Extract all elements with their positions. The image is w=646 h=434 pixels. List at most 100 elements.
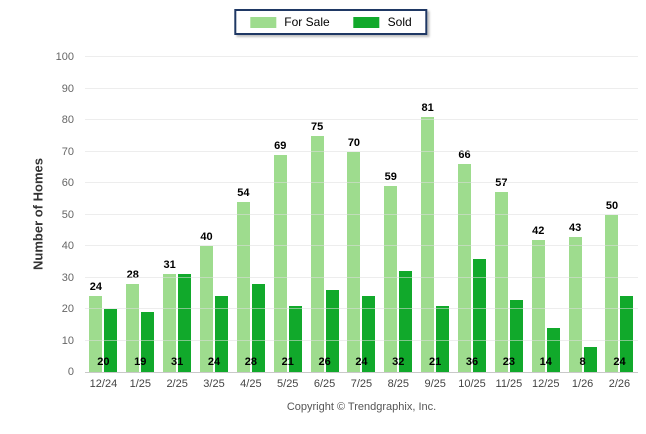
for-sale-bar <box>531 239 545 372</box>
sold-bar <box>509 299 523 372</box>
sold-bar <box>251 283 265 372</box>
for-sale-bar <box>384 186 398 372</box>
sold-legend-label: Sold <box>387 15 412 29</box>
for-sale-value-label: 70 <box>347 136 361 149</box>
gridline <box>85 87 638 89</box>
for-sale-bar <box>236 201 250 372</box>
for-sale-value-label: 59 <box>384 171 397 184</box>
gridline <box>85 150 638 152</box>
category-group: 59 32 <box>380 57 417 372</box>
y-tick-label: 30 <box>61 271 74 284</box>
category-group: 75 26 <box>306 57 343 372</box>
for-sale-value-label: 50 <box>605 199 619 212</box>
bar-pair: 66 36 <box>458 57 487 372</box>
category-group: 81 21 <box>417 57 454 372</box>
sold-bar <box>620 296 634 372</box>
bar-pair: 50 24 <box>605 57 634 372</box>
for-sale-bar <box>605 214 619 372</box>
sold-value-label: 8 <box>579 356 586 368</box>
x-tick-label: 2/25 <box>166 378 188 390</box>
bar-pair: 75 26 <box>310 57 339 372</box>
sold-bar <box>436 305 450 372</box>
for-sale-value-label: 81 <box>421 101 434 114</box>
category-group: 28 19 <box>122 57 159 372</box>
sold-bar <box>104 309 118 372</box>
for-sale-value-label: 40 <box>200 231 213 243</box>
x-tick-label: 12/25 <box>531 378 560 390</box>
legend: For Sale Sold <box>234 9 428 35</box>
y-tick-label: 0 <box>67 366 74 378</box>
sold-value-label: 24 <box>207 356 221 368</box>
gridline <box>85 339 638 341</box>
sold-bar <box>178 274 192 372</box>
category-group: 70 24 <box>343 57 380 372</box>
sold-bar <box>546 327 560 372</box>
sold-value-label: 21 <box>429 356 442 368</box>
for-sale-value-label: 28 <box>126 268 139 281</box>
x-tick-label: 1/25 <box>129 378 151 390</box>
for-sale-bar <box>126 283 140 372</box>
plot-area: 24 20 28 19 31 31 40 24 54 28 69 21 75 26 70 24 59 32 81 21… <box>85 56 638 373</box>
sold-value-label: 28 <box>244 356 257 368</box>
gridline <box>85 182 638 183</box>
sold-value-label: 20 <box>97 356 110 368</box>
bars-container: 24 20 28 19 31 31 40 24 54 28 69 21 75 26 70 24 59 32 81 21… <box>85 57 638 372</box>
y-axis-ticks: 0 10 20 30 40 50 60 70 80 90 100 <box>0 51 78 378</box>
sold-value-label: 24 <box>613 356 626 368</box>
for-sale-value-label: 43 <box>568 221 582 234</box>
sold-value-label: 32 <box>392 356 405 368</box>
for-sale-bar <box>310 135 324 372</box>
sold-value-label: 26 <box>318 356 331 368</box>
x-tick-label: 11/25 <box>495 378 523 390</box>
sold-bar <box>141 312 155 372</box>
for-sale-value-label: 42 <box>532 224 545 237</box>
for-sale-bar <box>568 236 582 372</box>
sold-value-label: 23 <box>502 356 515 368</box>
x-axis-ticks: 12/24 1/25 2/25 3/25 4/25 5/25 6/25 7/25 8/25 9/2… <box>85 378 638 390</box>
sold-bar <box>399 271 413 372</box>
gridline <box>85 245 638 246</box>
for-sale-value-label: 75 <box>310 120 324 133</box>
x-tick-label: 2/26 <box>608 378 631 390</box>
gridline <box>85 213 638 215</box>
bar-pair: 40 24 <box>200 57 228 372</box>
sold-bar <box>473 258 487 372</box>
for-sale-value-label: 24 <box>89 281 103 294</box>
x-tick-label: 12/24 <box>89 378 118 390</box>
sold-value-label: 19 <box>134 356 147 368</box>
sold-value-label: 14 <box>539 356 552 368</box>
bar-pair: 70 24 <box>347 57 376 372</box>
category-group: 50 24 <box>601 57 638 372</box>
y-tick-label: 40 <box>61 240 74 252</box>
sold-bar <box>583 346 597 372</box>
y-tick-label: 90 <box>61 82 74 95</box>
gridline <box>85 308 638 309</box>
category-group: 66 36 <box>454 57 491 372</box>
bar-pair: 59 32 <box>384 57 413 372</box>
for-sale-bar <box>89 296 103 372</box>
bar-pair: 42 14 <box>531 57 560 372</box>
bar-pair: 57 23 <box>494 57 523 372</box>
y-tick-label: 60 <box>61 177 74 189</box>
y-tick-label: 80 <box>61 114 74 126</box>
bar-pair: 54 28 <box>236 57 265 372</box>
copyright-text: Copyright © Trendgraphix, Inc. <box>286 401 437 413</box>
x-tick-label: 3/25 <box>203 378 225 390</box>
bar-pair: 28 19 <box>126 57 155 372</box>
sold-value-label: 36 <box>465 356 479 368</box>
y-tick-label: 10 <box>61 334 74 347</box>
for-sale-swatch <box>250 16 277 28</box>
category-group: 31 31 <box>159 57 196 372</box>
x-tick-label: 8/25 <box>387 378 410 390</box>
x-tick-label: 9/25 <box>424 378 446 390</box>
for-sale-legend-label: For Sale <box>284 15 330 29</box>
sold-bar <box>288 305 302 372</box>
for-sale-value-label: 66 <box>458 149 471 162</box>
sold-swatch <box>353 16 380 28</box>
x-tick-label: 5/25 <box>277 378 299 390</box>
y-tick-label: 70 <box>61 145 74 158</box>
sold-bar <box>362 296 376 372</box>
category-group: 42 14 <box>527 57 564 372</box>
bar-pair: 24 20 <box>89 57 118 372</box>
